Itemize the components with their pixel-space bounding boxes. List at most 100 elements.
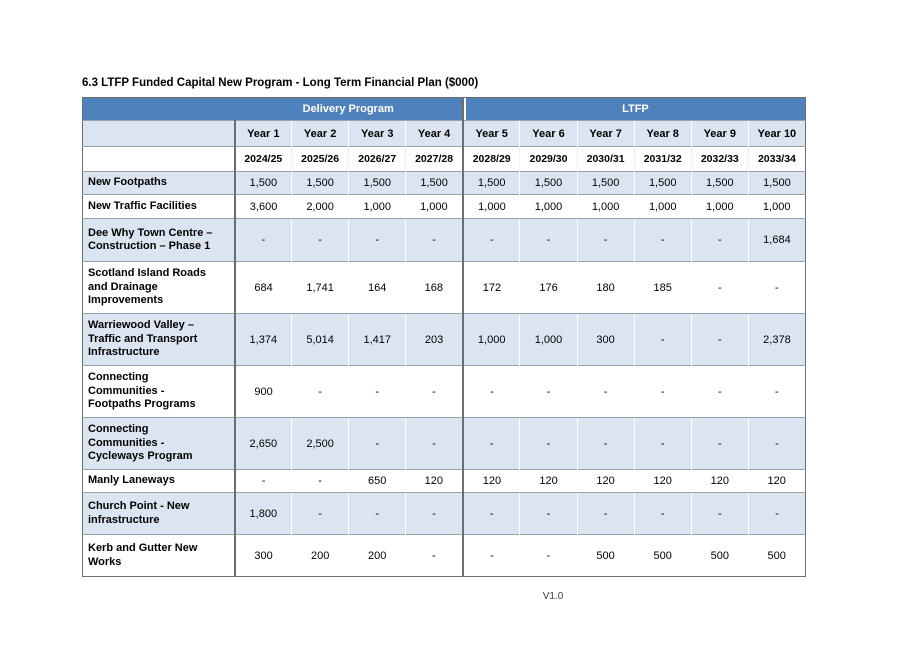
delivery-program-header: Delivery Program — [234, 98, 463, 121]
value-cell: - — [576, 492, 635, 535]
value-cell: - — [633, 492, 692, 535]
table-row: Church Point - New infrastructure 1,800- -… — [82, 492, 806, 535]
group-header-row: Delivery Program LTFP — [82, 97, 806, 121]
header-corner-cell — [82, 97, 235, 121]
value-cell: 1,000 — [577, 194, 635, 219]
value-cell: - — [633, 417, 692, 470]
value-cell: - — [291, 365, 349, 418]
value-cell: - — [348, 492, 406, 535]
value-cell: - — [747, 492, 806, 535]
value-cell: 500 — [577, 534, 635, 577]
value-cell: 1,417 — [348, 313, 406, 366]
value-cell: - — [747, 417, 806, 470]
fiscal-year-header: 2026/27 — [348, 146, 406, 172]
value-cell: - — [748, 261, 806, 314]
value-cell: 176 — [519, 261, 578, 314]
value-cell: 1,000 — [461, 313, 520, 366]
fiscal-year-header: 2027/28 — [405, 146, 463, 172]
fiscal-year-header: 2033/34 — [747, 146, 806, 172]
fiscal-year-header: 2028/29 — [461, 146, 520, 172]
value-cell: - — [461, 492, 520, 535]
year-header-row: Year 1 Year 2 Year 3 Year 4 Year 5 Year 6 Year… — [82, 120, 806, 147]
value-cell: - — [577, 365, 635, 418]
value-cell: 1,500 — [519, 171, 578, 195]
value-cell: - — [519, 417, 578, 470]
value-cell: 1,000 — [748, 194, 806, 219]
row-label: Scotland Island Roads and Drainage Impro… — [82, 261, 235, 314]
value-cell: 185 — [634, 261, 692, 314]
value-cell: 200 — [291, 534, 349, 577]
table-row: Connecting Communities - Footpaths Progr… — [82, 365, 806, 418]
row-label: Connecting Communities - Cycleways Progr… — [82, 417, 235, 470]
table-row: New Footpaths 1,500 1,500 1,500 1,500 1,500 1,… — [82, 171, 806, 195]
value-cell: 1,000 — [634, 194, 692, 219]
value-cell: 120 — [748, 469, 806, 493]
value-cell: 300 — [233, 534, 292, 577]
value-cell: - — [748, 365, 806, 418]
value-cell: 203 — [405, 313, 463, 366]
ltfp-header: LTFP — [461, 97, 806, 121]
value-cell: 180 — [577, 261, 635, 314]
row-label: New Traffic Facilities — [82, 194, 235, 219]
value-cell: - — [576, 417, 635, 470]
row-label: Church Point - New infrastructure — [82, 492, 235, 535]
table-row: Manly Laneways - -650 120 120 120 120 120 120 120 — [82, 469, 806, 493]
value-cell: - — [633, 313, 692, 366]
table-row: New Traffic Facilities 3,600 2,000 1,000 1,0… — [82, 194, 806, 219]
value-cell: 1,000 — [519, 194, 578, 219]
version-label: V1.0 — [542, 591, 564, 602]
value-cell: 1,800 — [233, 492, 292, 535]
value-cell: - — [233, 218, 292, 262]
value-cell: 1,500 — [348, 171, 406, 195]
value-cell: 120 — [519, 469, 578, 493]
year-header: Year 8 — [633, 120, 692, 147]
value-cell: - — [461, 417, 520, 470]
value-cell: - — [405, 534, 463, 577]
row-label: Connecting Communities - Footpaths Progr… — [82, 365, 235, 418]
value-cell: 684 — [233, 261, 292, 314]
value-cell: - — [461, 365, 520, 418]
value-cell: - — [519, 365, 578, 418]
value-cell: 2,500 — [291, 417, 349, 470]
value-cell: 2,650 — [233, 417, 292, 470]
row-label: Warriewood Valley – Traffic and Transpor… — [82, 313, 235, 366]
value-cell: 500 — [691, 534, 749, 577]
value-cell: 1,500 — [747, 171, 806, 195]
value-cell: 1,374 — [233, 313, 292, 366]
row-label: Dee Why Town Centre – Construction – Pha… — [82, 218, 235, 262]
value-cell: 172 — [461, 261, 520, 314]
value-cell: - — [519, 492, 578, 535]
value-cell: - — [291, 218, 349, 262]
value-cell: 1,500 — [576, 171, 635, 195]
value-cell: - — [405, 492, 463, 535]
year-header: Year 7 — [576, 120, 635, 147]
value-cell: - — [291, 492, 349, 535]
value-cell: 1,500 — [690, 171, 749, 195]
page-title: 6.3 LTFP Funded Capital New Program - Lo… — [82, 77, 479, 89]
value-cell: 1,684 — [747, 218, 806, 262]
fiscal-year-header-row: 2024/25 2025/26 2026/27 2027/28 2028/29 2029/… — [82, 146, 806, 172]
row-label: Manly Laneways — [82, 469, 235, 493]
value-cell: - — [348, 417, 406, 470]
value-cell: - — [291, 469, 349, 493]
year-row-corner-cell — [82, 120, 235, 147]
value-cell: - — [233, 469, 292, 493]
value-cell: - — [691, 261, 749, 314]
value-cell: 3,600 — [233, 194, 292, 219]
value-cell: 1,500 — [461, 171, 520, 195]
fiscal-year-header: 2025/26 — [291, 146, 349, 172]
value-cell: 1,000 — [348, 194, 406, 219]
delivery-program-label: Delivery Program — [234, 98, 462, 120]
row-label: New Footpaths — [82, 171, 235, 195]
year-header: Year 9 — [690, 120, 749, 147]
year-header: Year 6 — [519, 120, 578, 147]
value-cell: - — [405, 417, 463, 470]
value-cell: 120 — [691, 469, 749, 493]
value-cell: - — [519, 218, 578, 262]
table-row: Scotland Island Roads and Drainage Impro… — [82, 261, 806, 314]
table-row: Warriewood Valley – Traffic and Transpor… — [82, 313, 806, 366]
value-cell: - — [576, 218, 635, 262]
value-cell: - — [461, 534, 520, 577]
row-label: Kerb and Gutter New Works — [82, 534, 235, 577]
value-cell: - — [348, 218, 406, 262]
